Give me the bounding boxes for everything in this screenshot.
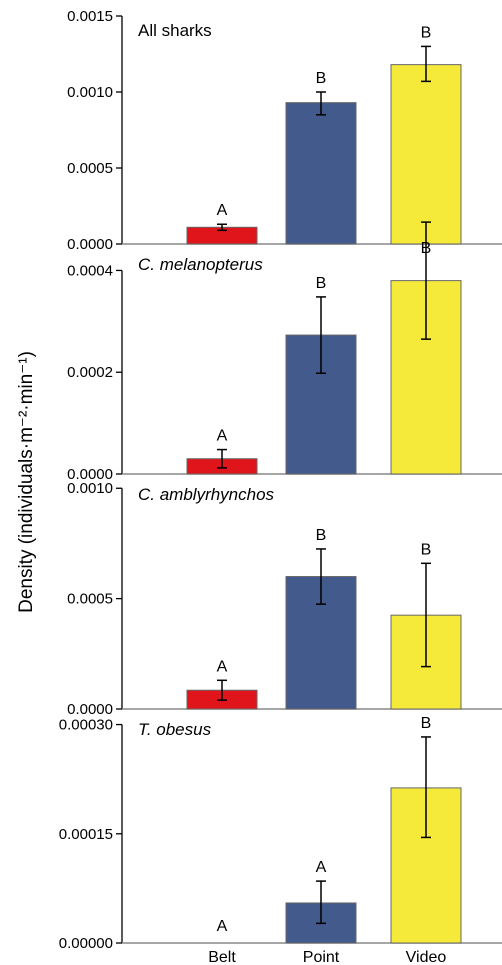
significance-letter: B: [316, 275, 327, 292]
bar-video: [390, 64, 462, 245]
significance-letter: A: [217, 428, 228, 445]
x-tick-label: Belt: [208, 949, 236, 965]
panel-title: T. obesus: [138, 720, 212, 739]
y-tick-label: 0.0000: [67, 236, 113, 253]
y-axis-title: Density (individuals·m⁻²·min⁻¹): [16, 351, 37, 613]
y-tick-label: 0.0005: [67, 160, 113, 177]
x-tick-label: Video: [406, 949, 447, 965]
y-tick-label: 0.00015: [59, 826, 113, 843]
x-axis-labels: Belt Point Video: [208, 949, 446, 965]
bar-point: [285, 102, 357, 245]
significance-letter: B: [421, 240, 432, 257]
y-tick-label: 0.00030: [59, 717, 113, 734]
panel-2: 0.0000 0.0002 0.0004 C. melanopterus A B B: [67, 221, 502, 483]
panel-title: C. melanopterus: [138, 255, 263, 274]
y-tick-label: 0.0004: [67, 262, 113, 279]
significance-letter: A: [217, 918, 228, 935]
significance-letter: A: [316, 859, 327, 876]
y-tick-label: 0.0000: [67, 466, 113, 483]
panel-4: 0.00000 0.00015 0.00030 T. obesus A A B: [59, 715, 502, 952]
y-tick-label: 0.0002: [67, 364, 113, 381]
significance-letter: B: [316, 70, 327, 87]
significance-letter: A: [217, 202, 228, 219]
panel-title: C. amblyrhynchos: [138, 485, 275, 504]
y-tick-label: 0.0005: [67, 591, 113, 608]
significance-letter: B: [421, 541, 432, 558]
panel-3: 0.0000 0.0005 0.0010 C. amblyrhynchos A B B: [67, 480, 502, 718]
significance-letter: B: [316, 527, 327, 544]
significance-letter: B: [421, 24, 432, 41]
x-tick-label: Point: [303, 949, 340, 965]
significance-letter: B: [421, 715, 432, 732]
y-tick-label: 0.0010: [67, 480, 113, 497]
y-tick-label: 0.0000: [67, 701, 113, 718]
panel-1: 0.0000 0.0005 0.0010 0.0015 All sharks A B B: [67, 8, 502, 253]
significance-letter: A: [217, 658, 228, 675]
y-tick-label: 0.0015: [67, 8, 113, 25]
y-tick-label: 0.00000: [59, 935, 113, 952]
y-tick-label: 0.0010: [67, 84, 113, 101]
panel-title: All sharks: [138, 21, 212, 40]
